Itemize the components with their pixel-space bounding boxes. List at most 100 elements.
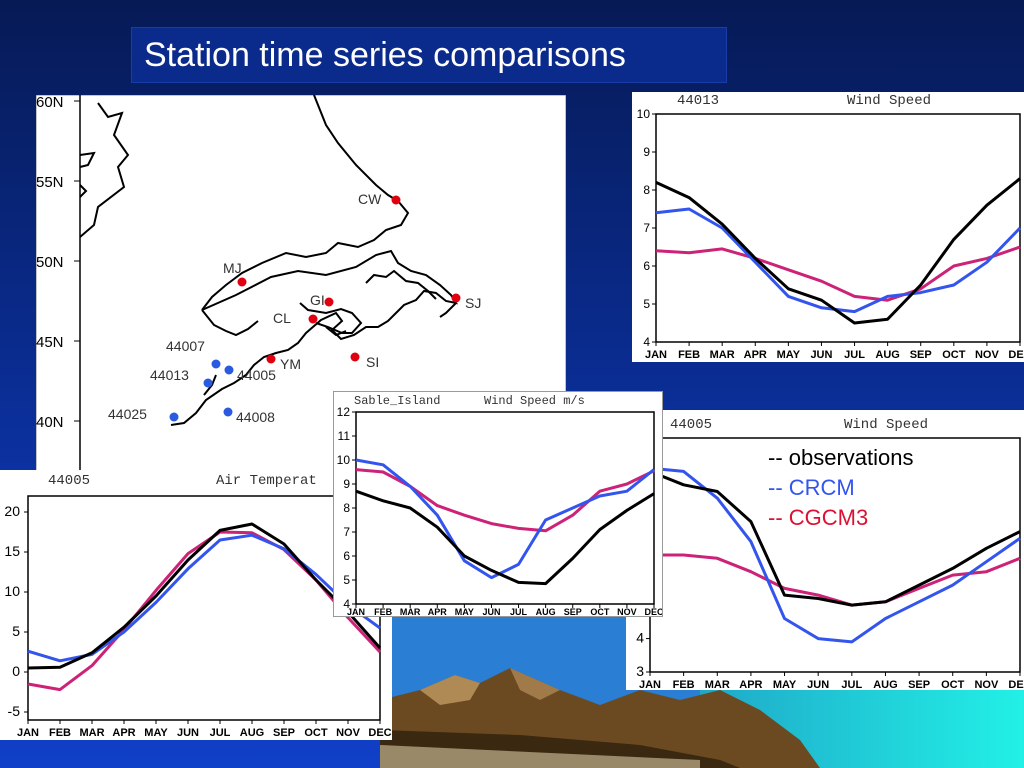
chart-44005-air-temp: 44005 Air Temperat -5 0 5 10 15 20 JAN FEB MAR APR M… [0,470,392,740]
coastline [79,95,459,426]
x-tick-label: DEC [644,607,663,617]
chart-variable-label: Air Temperat [216,473,317,489]
y-tick-label: -5 [8,703,21,719]
x-tick-label: JUL [841,679,862,690]
chart-svg-44005-wind: 44005 Wind Speed 3 4 JAN FEB MAR APR MAY JUN JUL AU… [636,417,1024,690]
y-tick-label: 8 [343,501,350,515]
station-dot-ym[interactable] [266,354,276,364]
x-tick-label: JUL [510,607,528,617]
chart-variable-label: Wind Speed [844,417,928,433]
series-line-cgcm3 [650,553,1021,607]
x-tick-label: OCT [304,727,328,739]
y-tick-label: 10 [637,107,651,121]
y-tick-label: 7 [343,525,350,539]
x-tick-label: SEP [908,679,930,690]
station-dot-gi[interactable] [324,297,334,307]
legend-observations: -- observations [768,445,914,470]
station-dot-cl[interactable] [308,314,318,324]
x-tick-label: FEB [678,349,700,361]
station-label-sj: SJ [465,295,481,311]
x-tick-label: JAN [639,679,661,690]
y-tick-label: 9 [343,477,350,491]
series-line-crcm [655,207,1022,314]
x-tick-label: AUG [536,607,556,617]
chart-svg-44005-air-temp: 44005 Air Temperat -5 0 5 10 15 20 JAN FEB MAR APR M… [4,473,391,739]
x-tick-label: APR [428,607,448,617]
x-tick-label: MAY [455,607,474,617]
x-tick-label: JUL [210,727,231,739]
chart-svg-44013-wind: 44013 Wind Speed 4 5 6 7 8 9 10 JAN FEB MAR APR MAY JU… [637,93,1024,361]
chart-sable-island-wind: Sable_Island Wind Speed m/s 4 5 6 7 8 9 10 11 12 JA… [333,391,663,617]
x-tick-label: OCT [941,679,965,690]
x-tick-label: OCT [942,349,966,361]
x-tick-label: JAN [347,607,365,617]
station-dot-44005[interactable] [224,365,234,375]
x-tick-label: DEC [1008,679,1024,690]
x-tick-label: NOV [974,679,999,690]
x-tick-label: AUG [240,727,264,739]
x-tick-label: APR [744,349,767,361]
x-tick-label: MAY [777,349,801,361]
x-tick-label: JUN [177,727,199,739]
legend-crcm: -- CRCM [768,475,855,500]
series-line-cgcm3 [655,245,1021,302]
station-dot-44008[interactable] [223,407,233,417]
y-tick-label: 9 [643,145,650,159]
y-tick-label: 4 [643,335,650,349]
x-tick-label: SEP [273,727,295,739]
station-label-ym: YM [280,356,301,372]
station-label-si: SI [366,354,379,370]
lat-label-40n: 40N [36,414,64,431]
chart-44005-wind: 44005 Wind Speed 3 4 JAN FEB MAR APR MAY JUN JUL AU… [626,410,1024,690]
x-tick-label: FEB [673,679,695,690]
y-tick-label: 10 [337,453,351,467]
lat-label-45n: 45N [36,334,64,351]
station-dot-44025[interactable] [169,412,179,422]
page-title: Station time series comparisons [144,36,626,74]
series-line-observations [27,522,382,670]
title-box: Station time series comparisons [131,27,727,83]
x-tick-label: SEP [910,349,932,361]
x-tick-label: MAR [79,727,104,739]
x-tick-label: AUG [875,349,899,361]
station-dot-si[interactable] [350,352,360,362]
series-line-observations [355,489,655,586]
x-tick-label: JUL [844,349,865,361]
x-tick-label: NOV [336,727,361,739]
chart-44013-wind: 44013 Wind Speed 4 5 6 7 8 9 10 JAN FEB MAR APR MAY JU… [632,92,1024,362]
chart-title: 44005 [670,417,712,433]
y-tick-label: 5 [343,573,350,587]
chart-title: Sable_Island [354,394,440,408]
series-line-observations [649,470,1021,607]
station-dot-44007[interactable] [211,359,221,369]
y-tick-label: 12 [337,405,351,419]
station-dot-44013[interactable] [203,378,213,388]
series-line-crcm [355,458,655,580]
x-tick-label: JAN [17,727,39,739]
y-tick-label: 3 [636,663,644,679]
x-tick-label: DEC [368,727,391,739]
station-dot-cw[interactable] [391,195,401,205]
y-tick-label: 11 [338,429,351,443]
x-tick-label: FEB [374,607,393,617]
station-dot-mj[interactable] [237,277,247,287]
y-tick-label: 5 [12,623,20,639]
chart-variable-label: Wind Speed [847,93,931,109]
y-tick-label: 7 [643,221,650,235]
y-tick-label: 6 [343,549,350,563]
y-tick-label: 0 [12,663,20,679]
y-tick-label: 15 [4,543,20,559]
series-line-observations [655,177,1021,325]
y-tick-label: 4 [636,630,644,646]
x-tick-label: APR [739,679,762,690]
y-tick-label: 5 [643,297,650,311]
station-label-44005: 44005 [237,367,276,383]
x-tick-label: APR [112,727,135,739]
red-station-dots [237,195,461,364]
x-tick-label: NOV [975,349,1000,361]
station-dot-sj[interactable] [451,293,461,303]
chart-title: 44005 [48,473,90,489]
x-tick-label: MAR [710,349,735,361]
station-label-cl: CL [273,310,291,326]
legend: -- observations -- CRCM -- CGCM3 [768,443,958,539]
